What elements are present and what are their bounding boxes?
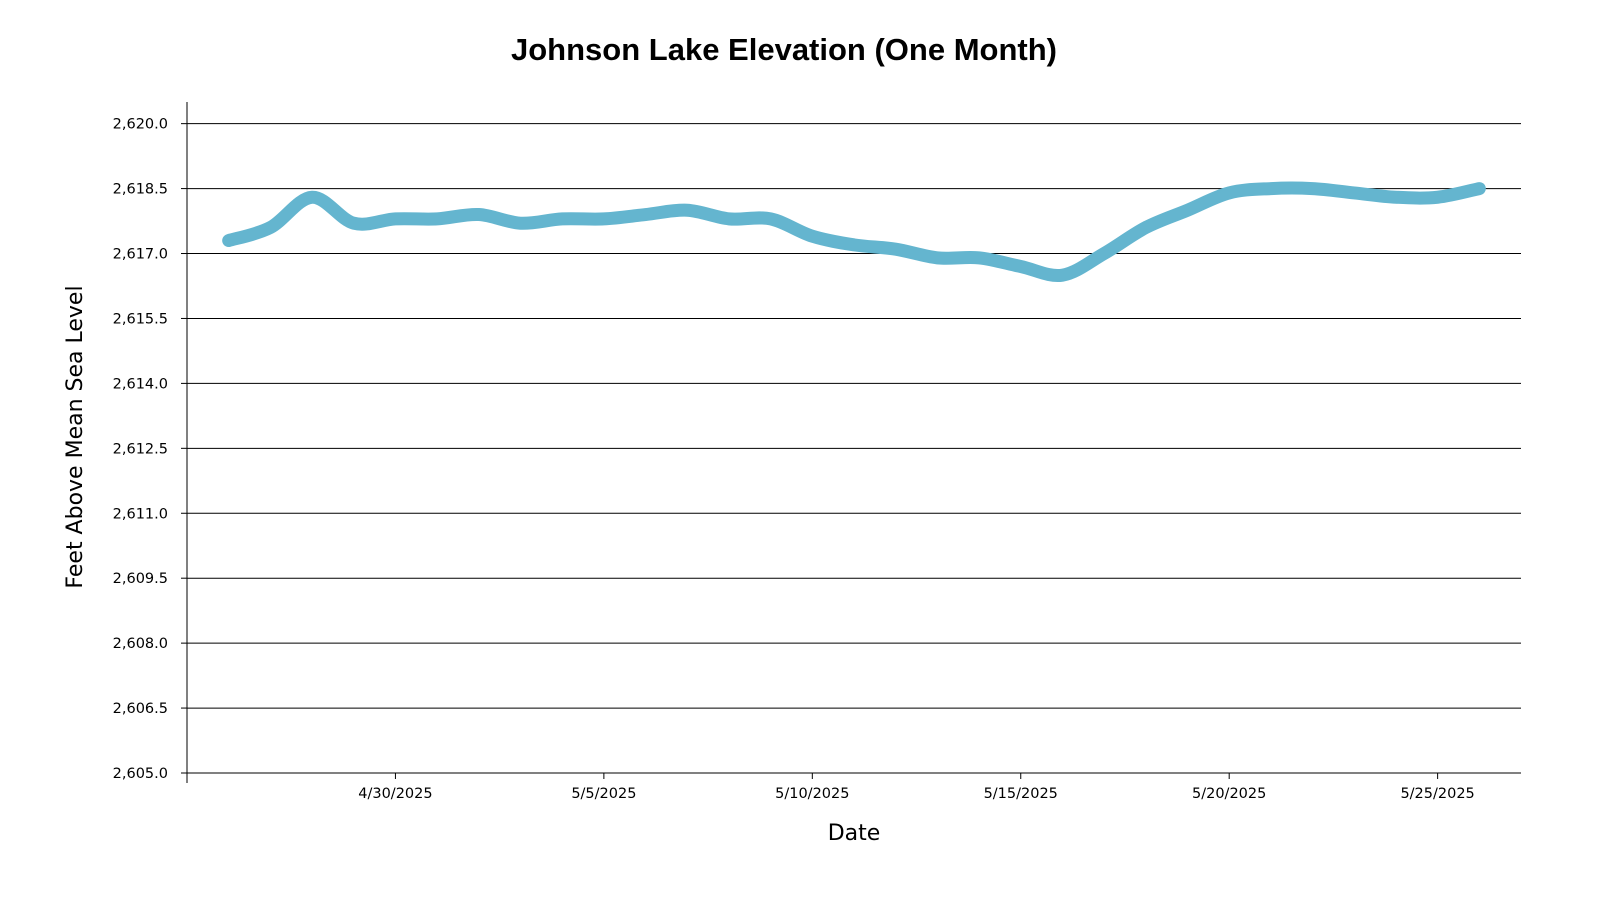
data-point bbox=[306, 191, 319, 204]
data-point bbox=[681, 204, 694, 217]
data-point bbox=[222, 234, 235, 247]
y-tick-label: 2,606.5 bbox=[113, 701, 168, 717]
data-point bbox=[264, 221, 277, 234]
data-point bbox=[973, 251, 986, 264]
y-tick-label: 2,605.0 bbox=[113, 766, 168, 782]
data-point bbox=[1139, 221, 1152, 234]
x-tick-label: 5/5/2025 bbox=[571, 786, 636, 802]
chart-title: Johnson Lake Elevation (One Month) bbox=[511, 32, 1057, 67]
y-tick-label: 2,618.5 bbox=[113, 182, 168, 198]
y-tick-label: 2,620.0 bbox=[113, 117, 168, 133]
data-point bbox=[1389, 191, 1402, 204]
data-point bbox=[848, 238, 861, 251]
data-point bbox=[764, 212, 777, 225]
y-tick-label: 2,608.0 bbox=[113, 636, 168, 652]
y-tick-label: 2,609.5 bbox=[113, 571, 168, 587]
data-point bbox=[1264, 182, 1277, 195]
y-tick-label: 2,615.5 bbox=[113, 311, 168, 327]
x-tick-label: 5/25/2025 bbox=[1400, 786, 1474, 802]
data-point bbox=[1473, 182, 1486, 195]
tick-labels: 2,605.0 2,606.5 2,608.0 2,609.5 2,611.0 2,612… bbox=[113, 117, 1475, 802]
axes bbox=[181, 102, 1521, 783]
data-point bbox=[1223, 186, 1236, 199]
y-tick-label: 2,612.5 bbox=[113, 441, 168, 457]
data-point bbox=[514, 217, 527, 230]
x-tick-label: 5/15/2025 bbox=[984, 786, 1058, 802]
x-tick-label: 5/10/2025 bbox=[775, 786, 849, 802]
series-layer bbox=[222, 181, 1486, 283]
data-point bbox=[431, 212, 444, 225]
y-tick-label: 2,617.0 bbox=[113, 247, 168, 263]
y-axis-title: Feet Above Mean Sea Level bbox=[63, 285, 88, 588]
y-tick-label: 2,614.0 bbox=[113, 376, 168, 392]
data-point bbox=[806, 230, 819, 243]
data-point bbox=[931, 251, 944, 264]
data-point bbox=[389, 212, 402, 225]
data-point bbox=[889, 243, 902, 256]
y-tick-label: 2,611.0 bbox=[113, 506, 168, 522]
x-tick-label: 5/20/2025 bbox=[1192, 786, 1266, 802]
data-point bbox=[597, 212, 610, 225]
data-point bbox=[1014, 260, 1027, 273]
x-axis-title: Date bbox=[828, 821, 881, 846]
data-point bbox=[347, 217, 360, 230]
data-point bbox=[1181, 204, 1194, 217]
data-point bbox=[639, 208, 652, 221]
data-point bbox=[1348, 186, 1361, 199]
data-point bbox=[722, 212, 735, 225]
data-point bbox=[1431, 191, 1444, 204]
data-point bbox=[1306, 182, 1319, 195]
data-point bbox=[1098, 247, 1111, 260]
data-point bbox=[472, 208, 485, 221]
x-tick-label: 4/30/2025 bbox=[358, 786, 432, 802]
data-point bbox=[1056, 269, 1069, 282]
elevation-series-line bbox=[222, 181, 1486, 283]
data-point bbox=[556, 212, 569, 225]
gridlines bbox=[187, 123, 1521, 709]
